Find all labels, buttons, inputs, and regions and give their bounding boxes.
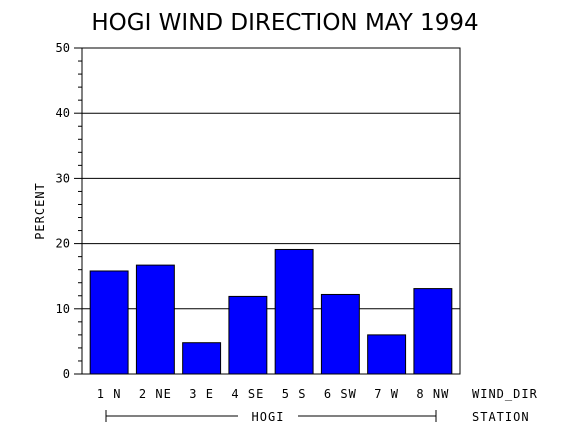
group-axis-label: STATION bbox=[472, 410, 530, 424]
bar-4 bbox=[228, 295, 268, 375]
y-tick-label: 50 bbox=[56, 41, 70, 55]
y-tick-label: 10 bbox=[56, 302, 70, 316]
x-tick-label: 1 N bbox=[97, 387, 122, 401]
x-tick-label: 3 E bbox=[189, 387, 214, 401]
bar-3 bbox=[182, 342, 222, 375]
bar-2 bbox=[135, 264, 175, 375]
x-axis-tick-labels: 1 N 2 NE 3 E 4 SE 5 S 6 SW 7 W 8 NW bbox=[97, 387, 449, 401]
x-tick-label: 8 NW bbox=[416, 387, 449, 401]
bar-8 bbox=[413, 288, 453, 375]
x-tick-label: 4 SE bbox=[231, 387, 264, 401]
y-tick-label: 0 bbox=[63, 367, 70, 381]
x-axis-label: WIND_DIR bbox=[472, 387, 538, 401]
plot-frame bbox=[81, 47, 461, 375]
group-label: HOGI bbox=[252, 410, 285, 424]
bar-1 bbox=[89, 270, 129, 375]
bar-5 bbox=[274, 248, 314, 375]
y-tick-label: 30 bbox=[56, 171, 70, 185]
y-tick-label: 40 bbox=[56, 106, 70, 120]
bars bbox=[89, 248, 453, 375]
x-tick-label: 7 W bbox=[374, 387, 399, 401]
x-tick-label: 6 SW bbox=[324, 387, 357, 401]
bar-6 bbox=[320, 293, 360, 375]
y-axis-label: PERCENT bbox=[33, 182, 47, 240]
y-tick-label: 20 bbox=[56, 237, 70, 251]
bar-7 bbox=[367, 334, 407, 375]
chart-title: HOGI WIND DIRECTION MAY 1994 bbox=[91, 10, 478, 36]
y-axis-ticks: 0 10 20 30 40 50 bbox=[56, 41, 82, 381]
x-tick-label: 2 NE bbox=[139, 387, 172, 401]
x-tick-label: 5 S bbox=[282, 387, 307, 401]
